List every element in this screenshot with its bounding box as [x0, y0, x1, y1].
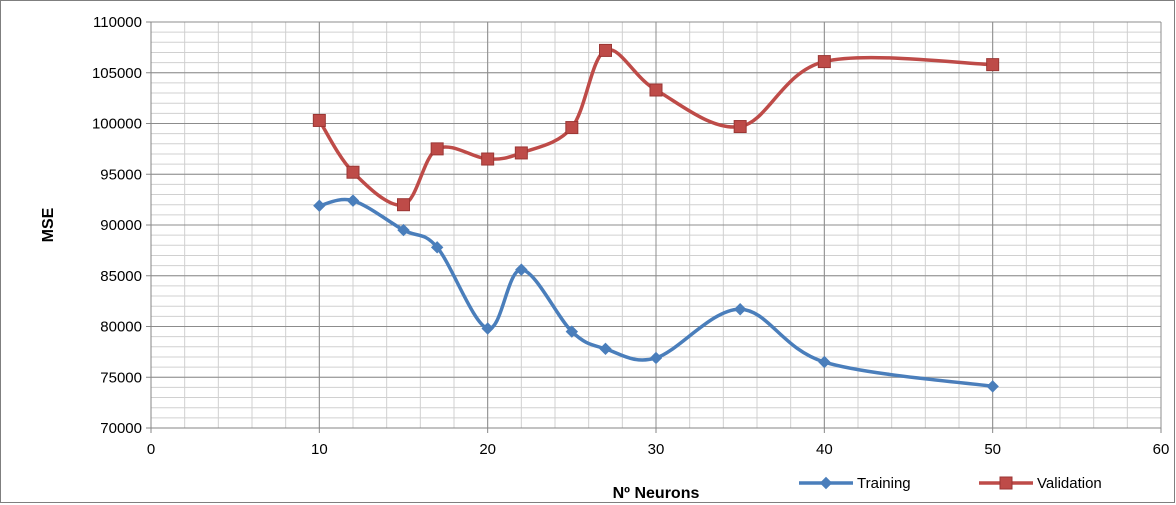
legend-label-validation: Validation	[1037, 475, 1102, 492]
training-point	[733, 303, 747, 316]
validation-point	[599, 43, 612, 57]
training-point	[313, 199, 326, 212]
validation-point	[514, 146, 528, 160]
y-axis-ticks: 70000 75000 80000 85000 90000 95000 100000 1050…	[92, 14, 151, 437]
series-layer	[312, 43, 1000, 393]
legend-marker-validation	[999, 476, 1013, 490]
legend-marker-training	[819, 476, 833, 490]
y-tick-label: 90000	[100, 217, 142, 234]
legend-item-training: Training	[799, 475, 911, 492]
x-tick-label: 40	[816, 441, 833, 458]
x-axis-ticks: 0 10 20 30 40 50 60	[147, 428, 1170, 458]
training-point	[818, 355, 831, 369]
y-tick-label: 110000	[93, 14, 142, 31]
y-tick-label: 70000	[100, 420, 142, 437]
validation-point	[649, 83, 663, 97]
training-point	[649, 351, 663, 365]
x-tick-label: 10	[311, 441, 328, 458]
training-point	[565, 325, 579, 338]
training-point	[430, 241, 444, 254]
legend: Training Validation	[799, 475, 1102, 492]
training-point	[599, 342, 612, 356]
validation-point	[817, 55, 831, 69]
validation-point	[565, 121, 579, 135]
validation-point	[346, 165, 360, 179]
training-point	[986, 380, 999, 393]
x-tick-label: 20	[479, 441, 496, 458]
validation-point	[481, 152, 495, 166]
x-axis-title: Nº Neurons	[613, 485, 700, 502]
validation-point	[430, 142, 444, 156]
validation-point	[397, 198, 410, 212]
x-tick-label: 30	[648, 441, 665, 458]
training-point	[346, 194, 360, 207]
validation-point	[733, 120, 747, 134]
y-tick-label: 80000	[100, 319, 142, 336]
y-axis-title: MSE	[40, 207, 57, 242]
y-tick-label: 75000	[100, 369, 142, 386]
validation-point	[312, 113, 326, 127]
training-point	[397, 223, 410, 237]
training-point	[515, 263, 528, 276]
y-tick-label: 100000	[92, 116, 142, 133]
y-tick-label: 105000	[92, 65, 142, 82]
x-tick-label: 0	[147, 441, 155, 458]
legend-label-training: Training	[857, 475, 911, 492]
legend-item-validation: Validation	[979, 475, 1102, 492]
training-point	[481, 322, 494, 335]
y-tick-label: 95000	[100, 166, 142, 183]
y-tick-label: 85000	[100, 268, 142, 285]
validation-point	[986, 58, 1000, 72]
validation-series	[312, 43, 1000, 212]
x-tick-label: 50	[984, 441, 1001, 458]
x-tick-label: 60	[1153, 441, 1170, 458]
training-series	[313, 194, 999, 393]
